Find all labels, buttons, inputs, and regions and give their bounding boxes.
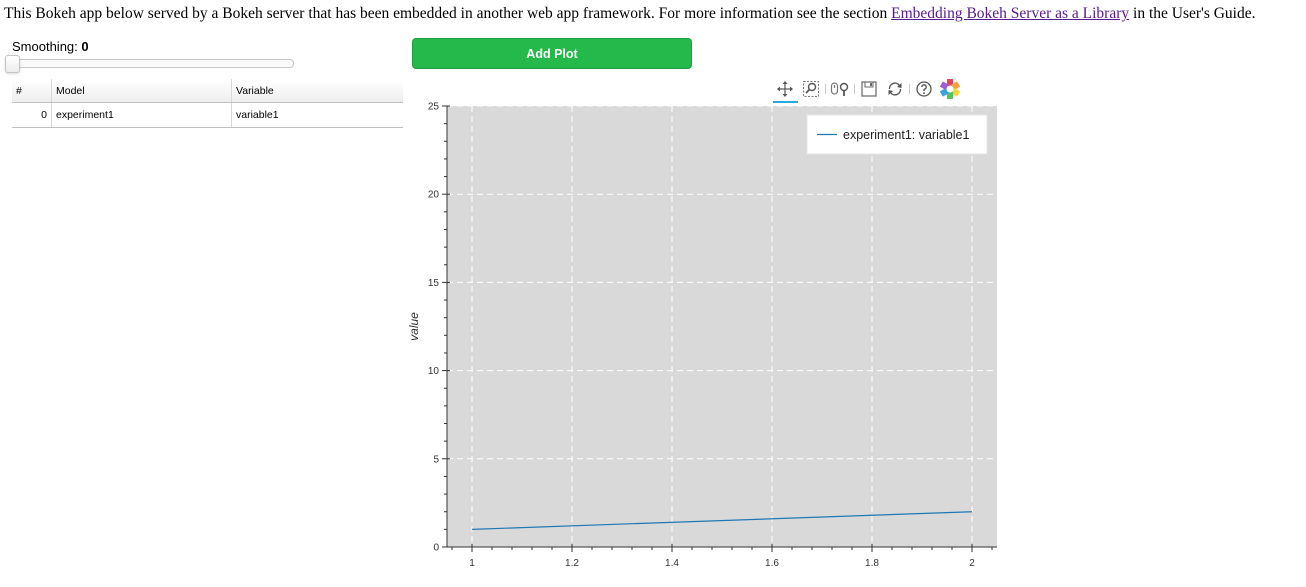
intro-text: This Bokeh app below served by a Bokeh s… — [4, 5, 892, 22]
wheel-zoom-tool-button[interactable] — [827, 78, 853, 100]
smoothing-slider-handle[interactable] — [5, 55, 20, 73]
x-tick-label: 1.2 — [565, 558, 579, 569]
box-zoom-icon — [803, 81, 819, 97]
row-index-cell[interactable]: 0 — [12, 103, 52, 127]
table-header: # Model Variable — [12, 79, 403, 103]
axes: 0 5 10 15 20 25 1 1.2 1.4 1.6 1.8 2 — [428, 102, 997, 569]
add-plot-button[interactable]: Add Plot — [412, 38, 692, 69]
legend-label: experiment1: variable1 — [843, 128, 970, 142]
wheel-zoom-icon — [830, 82, 849, 96]
y-tick-label: 10 — [428, 366, 440, 377]
pan-icon — [777, 81, 793, 97]
slider-title: Smoothing: 0 — [12, 39, 89, 54]
pan-tool-button[interactable] — [772, 78, 798, 103]
series-line — [471, 511, 973, 530]
box-zoom-tool-button[interactable] — [798, 78, 824, 100]
x-tick-label: 1 — [469, 558, 475, 569]
y-tick-label: 25 — [428, 102, 440, 113]
y-tick-label: 15 — [428, 278, 440, 289]
intro-suffix: in the User's Guide. — [1129, 5, 1256, 22]
x-tick-label: 1.4 — [665, 558, 679, 569]
data-table: # Model Variable 0 experiment1 variable1 — [12, 79, 403, 128]
line-plot[interactable]: 0 5 10 15 20 25 1 1.2 1.4 1.6 1.8 2 value experimen… — [400, 96, 1020, 584]
column-header-variable[interactable]: Variable — [236, 84, 274, 97]
model-cell[interactable]: experiment1 — [52, 103, 232, 127]
plot-background — [447, 106, 997, 547]
series-lines — [471, 511, 973, 530]
help-icon — [916, 81, 932, 97]
smoothing-slider-track[interactable] — [10, 59, 294, 68]
toolbar-separator — [909, 84, 910, 94]
save-tool-button[interactable] — [856, 78, 882, 100]
bokeh-logo-button[interactable] — [937, 78, 963, 100]
bokeh-logo-icon — [939, 79, 961, 99]
reset-icon — [888, 82, 902, 96]
slider-label: Smoothing: — [12, 39, 78, 54]
help-tool-button[interactable] — [911, 78, 937, 100]
intro-paragraph: This Bokeh app below served by a Bokeh s… — [4, 5, 1255, 23]
slider-value: 0 — [81, 39, 89, 54]
y-tick-label: 20 — [428, 190, 440, 201]
plot-toolbar — [772, 77, 963, 103]
reset-tool-button[interactable] — [882, 78, 908, 100]
y-axis-label: value — [407, 312, 421, 341]
x-tick-label: 2 — [969, 558, 975, 569]
save-icon — [861, 81, 877, 97]
x-tick-label: 1.8 — [865, 558, 879, 569]
column-header-model[interactable]: Model — [52, 79, 232, 102]
embedding-guide-link[interactable]: Embedding Bokeh Server as a Library — [891, 5, 1130, 22]
plot-legend[interactable]: experiment1: variable1 — [806, 114, 988, 155]
table-row[interactable]: 0 experiment1 variable1 — [12, 103, 403, 128]
y-tick-label: 5 — [433, 454, 439, 465]
toolbar-separator — [854, 84, 855, 94]
toolbar-separator — [825, 84, 826, 94]
column-header-index[interactable]: # — [12, 79, 52, 102]
x-tick-label: 1.6 — [765, 558, 779, 569]
variable-cell[interactable]: variable1 — [236, 109, 279, 121]
y-tick-label: 0 — [433, 543, 439, 554]
